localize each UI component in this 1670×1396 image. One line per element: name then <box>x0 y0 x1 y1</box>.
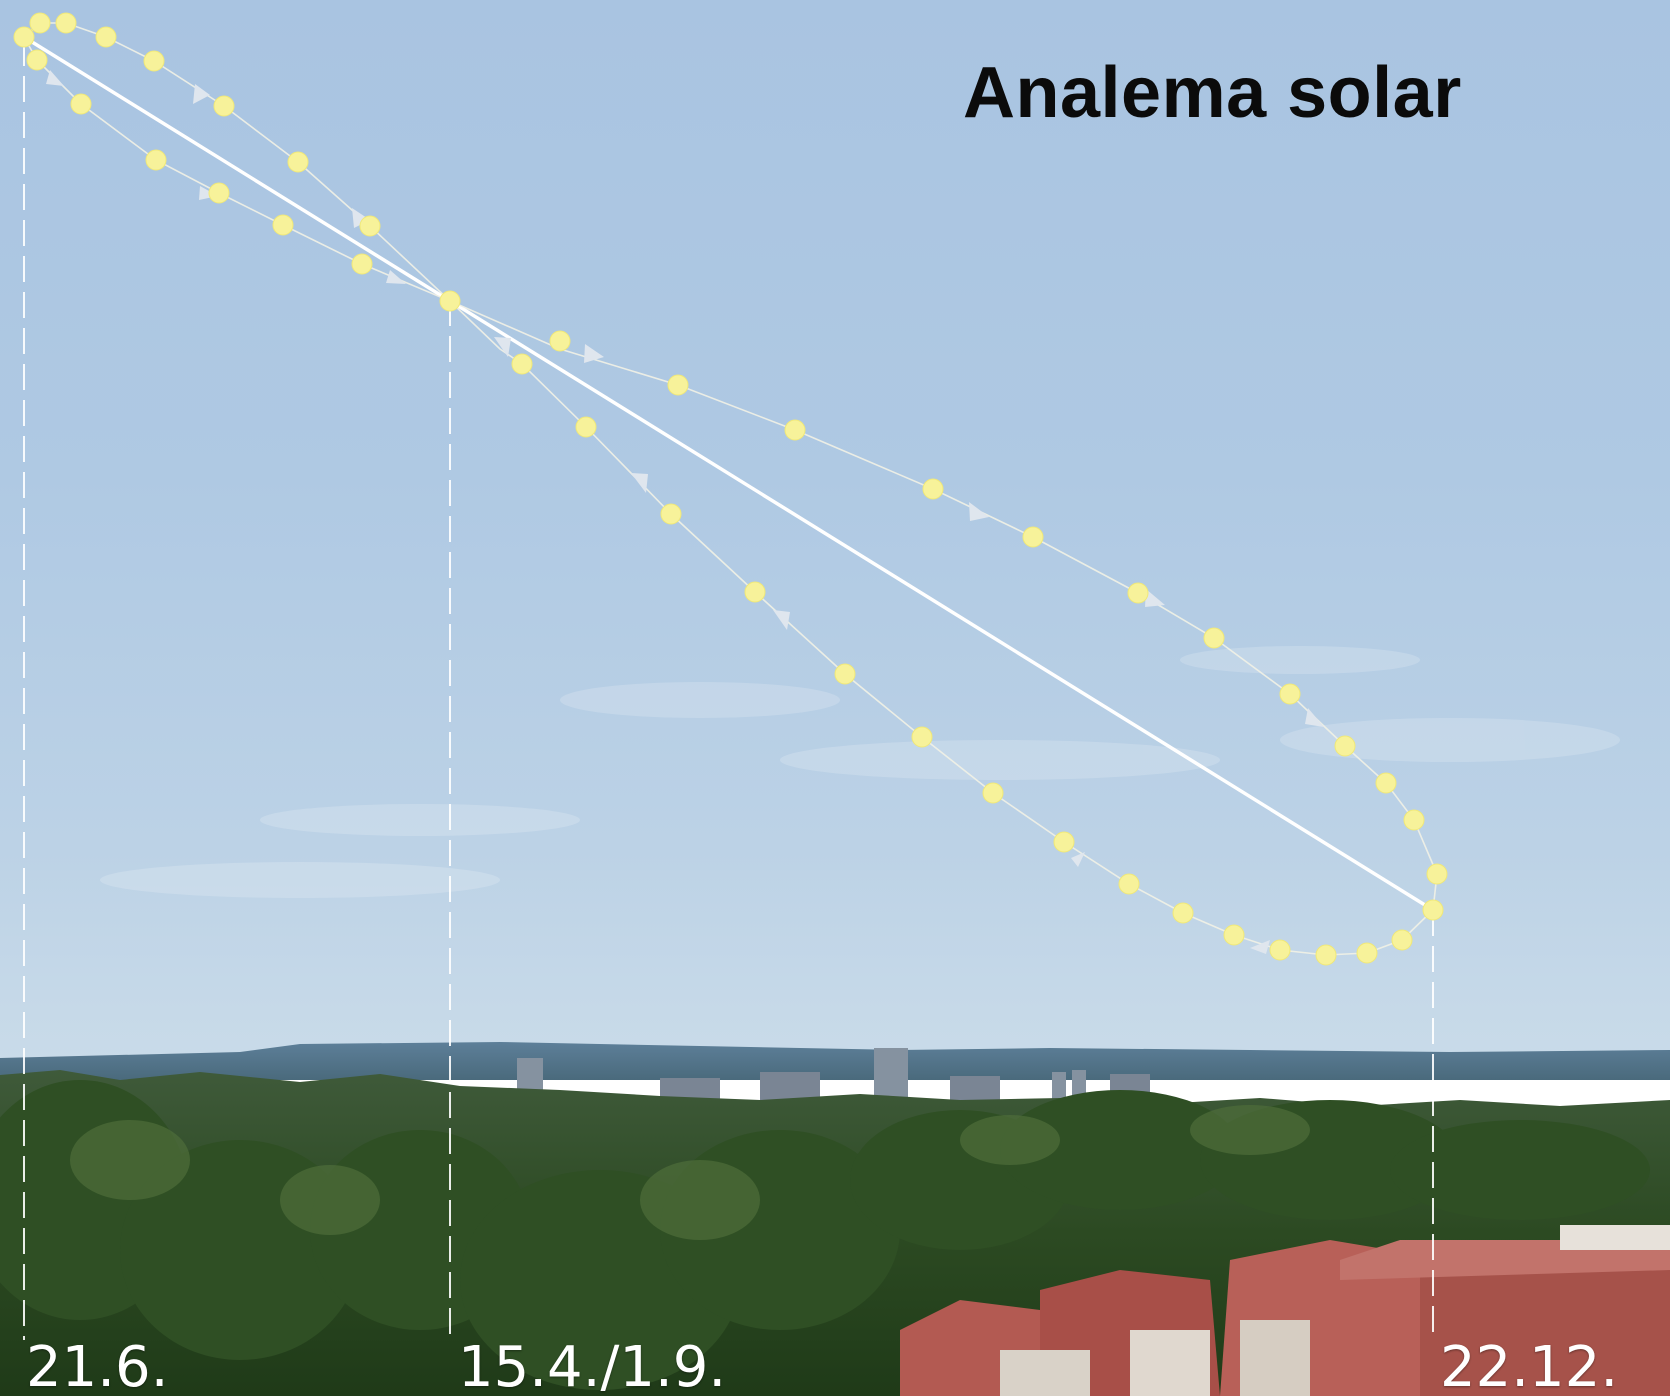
sun-marker <box>1203 627 1225 649</box>
sun-marker <box>145 149 167 171</box>
analemma-paths <box>23 22 1438 956</box>
sun-marker <box>1172 902 1194 924</box>
sun-marker <box>1053 831 1075 853</box>
sun-marker <box>26 49 48 71</box>
sun-marker <box>287 151 309 173</box>
sun-marker <box>208 182 230 204</box>
arrow-icon <box>969 502 989 521</box>
sun-marker <box>1403 809 1425 831</box>
sun-marker <box>29 12 51 34</box>
sun-marker <box>660 503 682 525</box>
sun-markers <box>13 12 1448 966</box>
tree-canopy <box>0 1080 1650 1390</box>
sun-marker <box>1375 772 1397 794</box>
arrow-icon <box>46 70 64 86</box>
sun-marker <box>511 353 533 375</box>
arrow-icon <box>1071 852 1085 867</box>
sun-marker <box>359 215 381 237</box>
sun-marker <box>1127 582 1149 604</box>
sun-marker <box>1334 735 1356 757</box>
arrow-icon <box>494 337 511 357</box>
sun-marker <box>1391 929 1413 951</box>
sun-marker <box>1315 944 1337 966</box>
distant-hills <box>0 1042 1670 1080</box>
page-title: Analema solar <box>963 53 1462 133</box>
direction-arrows <box>46 70 1324 954</box>
clouds <box>100 646 1620 898</box>
city-skyline <box>517 1048 1150 1102</box>
sun-marker <box>1022 526 1044 548</box>
arrow-icon <box>352 208 370 228</box>
arrow-icon <box>773 610 790 630</box>
sun-marker <box>982 782 1004 804</box>
date-label-equal-time: 15.4./1.9. <box>458 1335 727 1396</box>
path-lower-return <box>23 36 1434 956</box>
arrow-icon <box>631 473 648 493</box>
sun-marker <box>1269 939 1291 961</box>
houses <box>900 1225 1670 1396</box>
sun-marker <box>1279 683 1301 705</box>
date-label-summer-solstice: 21.6. <box>26 1335 169 1396</box>
sun-marker <box>744 581 766 603</box>
sun-marker <box>439 290 461 312</box>
sun-marker <box>784 419 806 441</box>
reference-lines <box>23 40 1434 1340</box>
arrow-icon <box>1145 589 1165 607</box>
sun-marker <box>922 478 944 500</box>
sun-marker <box>351 253 373 275</box>
path-upper-outbound <box>23 22 1438 911</box>
sun-marker <box>575 416 597 438</box>
sun-marker <box>549 330 571 352</box>
sun-marker <box>95 26 117 48</box>
sun-marker <box>1422 899 1444 921</box>
sun-marker <box>834 663 856 685</box>
solar-axis-line <box>23 35 1434 912</box>
sun-marker <box>13 26 35 48</box>
date-label-winter-solstice: 22.12. <box>1440 1335 1619 1396</box>
sun-marker <box>1118 873 1140 895</box>
sun-marker <box>911 726 933 748</box>
sun-marker <box>70 93 92 115</box>
sun-marker <box>1426 863 1448 885</box>
arrow-icon <box>584 344 604 363</box>
sun-marker <box>667 374 689 396</box>
sun-marker <box>1223 924 1245 946</box>
sun-marker <box>143 50 165 72</box>
arrow-icon <box>1305 708 1324 727</box>
arrow-icon <box>193 84 210 104</box>
sun-marker <box>213 95 235 117</box>
sun-marker <box>1356 942 1378 964</box>
tree-highlights <box>70 1105 1310 1240</box>
arrow-icon <box>386 270 406 284</box>
arrow-icon <box>1250 940 1270 954</box>
sun-marker <box>55 12 77 34</box>
sun-marker <box>272 214 294 236</box>
